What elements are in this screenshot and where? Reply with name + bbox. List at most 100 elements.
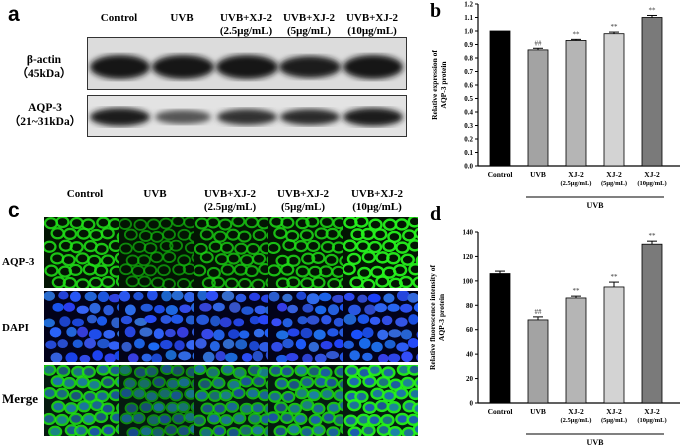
bar [489, 30, 511, 167]
blot-actin [87, 37, 407, 90]
fluorescence-column-label: UVB+XJ-2 (10μg/mL) [350, 188, 404, 213]
y-axis-label: Relative fluorescence intensity of [428, 264, 437, 370]
panel-b-letter: b [430, 0, 441, 22]
significance-mark: ** [573, 287, 581, 295]
fluorescence-row-label: Merge [2, 391, 39, 406]
x-tick-label: XJ-2 [568, 407, 584, 416]
fluorescence-row-label: DAPI [2, 322, 29, 334]
y-tick-label: 100 [463, 277, 474, 285]
x-tick-label: (10μg/mL) [637, 180, 666, 187]
fluorescence-column-label: UVB+XJ-2 (2.5μg/mL) [203, 188, 257, 213]
x-tick-label: XJ-2 [568, 170, 584, 179]
significance-mark: ## [535, 308, 543, 316]
bar [565, 297, 587, 404]
x-tick-label: UVB [530, 407, 546, 416]
y-tick-label: 0.1 [464, 149, 473, 157]
bar [603, 286, 625, 404]
blot-row-size-aqp3: （21~31kDa） [8, 116, 82, 128]
y-tick-label: 1.1 [464, 14, 473, 22]
group-label: UVB [587, 438, 605, 446]
fluorescence-tile [343, 291, 418, 362]
y-tick-label: 0.3 [464, 122, 473, 130]
fluorescence-tile [343, 365, 418, 436]
fluorescence-tile [119, 291, 194, 362]
x-tick-label: UVB [530, 170, 546, 179]
y-axis-label: Relative expression of [430, 50, 439, 120]
panel-d-letter: d [430, 203, 441, 225]
x-tick-label: XJ-2 [606, 170, 622, 179]
chart-d: d 0 20 40 60 80 100 120 140 Relative fluorescence… [428, 203, 680, 446]
y-tick-label: 0.8 [464, 55, 473, 63]
x-tick-label: (10μg/mL) [637, 417, 666, 424]
bar [641, 17, 663, 167]
blot-column-label: UVB [170, 12, 194, 24]
group-label: UVB [587, 201, 605, 210]
blot-column-label: Control [100, 12, 138, 24]
fluorescence-tile [194, 217, 269, 288]
blot-actin-bands [90, 55, 403, 79]
blot-row-label-aqp3: AQP-3 （21~31kDa） [4, 101, 86, 129]
fluorescence-tile [44, 365, 119, 436]
fluorescence-row-label: AQP-3 [2, 256, 35, 268]
fluorescence-tile [44, 217, 119, 288]
significance-mark: ** [649, 6, 657, 14]
y-tick-label: 80 [466, 302, 474, 310]
fluorescence-tile [119, 365, 194, 436]
panel-a-letter: a [8, 3, 20, 26]
x-tick-label: (2.5μg/mL) [561, 180, 592, 187]
y-tick-label: 40 [466, 351, 474, 359]
y-tick-label: 0 [470, 400, 474, 408]
x-tick-label: XJ-2 [606, 407, 622, 416]
blot-column-label: UVB+XJ-2 (10μg/mL) [345, 12, 399, 37]
blot-aqp3 [87, 95, 407, 137]
blot-column-label: UVB+XJ-2 (5μg/mL) [282, 12, 336, 37]
y-tick-label: 120 [463, 253, 474, 261]
fluorescence-column-label: UVB+XJ-2 (5μg/mL) [276, 188, 330, 213]
x-tick-label: XJ-2 [644, 407, 660, 416]
bar [489, 273, 511, 404]
y-tick-label: 1.0 [464, 28, 473, 36]
y-tick-label: 0.0 [464, 163, 473, 171]
y-tick-label: 0.5 [464, 95, 473, 103]
fluorescence-tile [343, 217, 418, 288]
significance-mark: ** [611, 23, 619, 31]
y-tick-label: 0.9 [464, 41, 473, 49]
y-axis-label: AQP-3 protein [439, 61, 448, 109]
fluorescence-column-label: Control [66, 188, 104, 200]
fluorescence-tile [119, 217, 194, 288]
fluorescence-tile [44, 291, 119, 362]
y-tick-label: 20 [466, 375, 474, 383]
fluorescence-column-label: UVB [143, 188, 167, 200]
bar [527, 319, 549, 404]
x-tick-label: (5μg/mL) [601, 417, 627, 424]
fluorescence-tile [268, 217, 343, 288]
y-tick-label: 60 [466, 326, 474, 334]
significance-mark: ** [573, 30, 581, 38]
bar [527, 49, 549, 167]
blot-row-name-aqp3: AQP-3 [28, 102, 62, 114]
blot-row-name-actin: β-actin [26, 54, 62, 66]
bar [641, 243, 663, 404]
fluorescence-tile [194, 291, 269, 362]
y-tick-label: 140 [463, 229, 474, 237]
significance-mark: ## [535, 39, 543, 47]
x-tick-label: (2.5μg/mL) [561, 417, 592, 424]
y-tick-label: 0.2 [464, 136, 473, 144]
x-tick-label: XJ-2 [644, 170, 660, 179]
y-tick-label: 0.7 [464, 68, 473, 76]
y-tick-label: 0.4 [464, 109, 473, 117]
x-tick-label: (5μg/mL) [601, 180, 627, 187]
bar [603, 33, 625, 167]
fluorescence-tile [268, 365, 343, 436]
blot-row-label-actin: β-actin （45kDa） [6, 53, 82, 81]
x-tick-label: Control [488, 170, 513, 179]
x-tick-label: Control [488, 407, 513, 416]
significance-mark: ** [611, 273, 619, 281]
blot-row-size-actin: （45kDa） [16, 68, 72, 80]
y-axis-label: AQP-3 protein [437, 293, 446, 341]
blot-aqp3-bands [90, 108, 403, 126]
panel-c-letter: c [8, 199, 20, 222]
fluorescence-tile [268, 291, 343, 362]
fluorescence-tile [194, 365, 269, 436]
significance-mark: ** [649, 232, 657, 240]
